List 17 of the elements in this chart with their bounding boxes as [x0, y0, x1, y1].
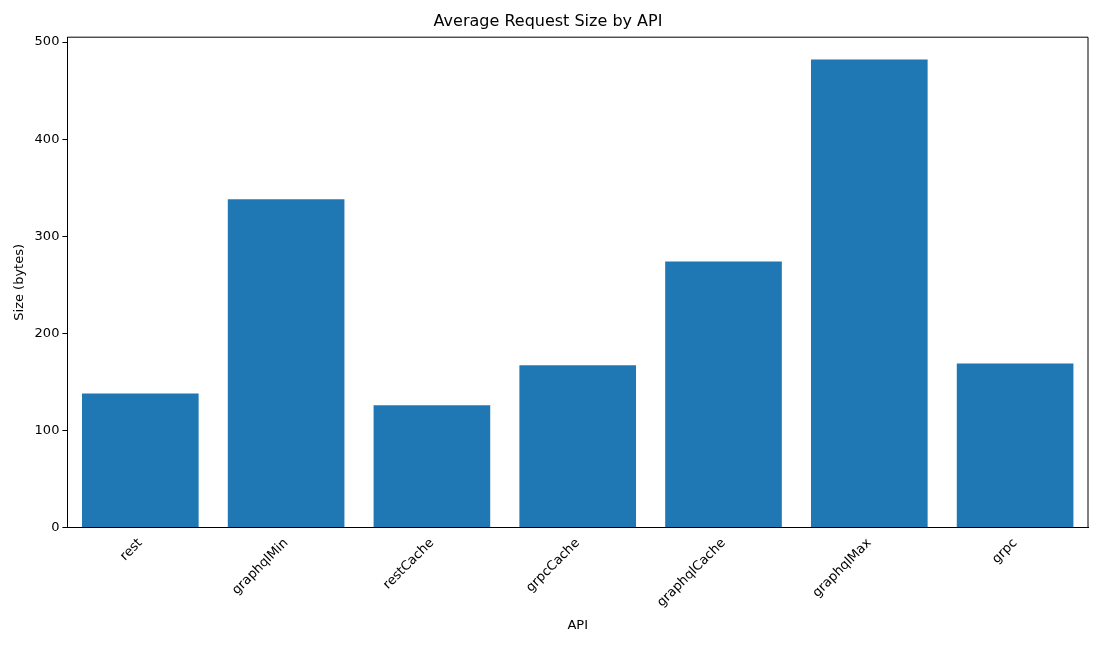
bar	[227, 199, 345, 527]
bar	[810, 59, 928, 527]
x-axis-title: API	[567, 616, 588, 632]
y-tick-label: 400	[34, 130, 60, 146]
chart-title: Average Request Size by API	[433, 10, 663, 30]
bar	[956, 363, 1074, 527]
x-tick-label: rest	[116, 534, 145, 564]
y-tick-label: 500	[34, 33, 60, 49]
y-axis-title: Size (bytes)	[11, 243, 27, 321]
bar	[665, 261, 782, 527]
y-tick-label: 100	[34, 421, 60, 437]
y-tick-label: 0	[51, 518, 60, 534]
y-tick-label: 300	[34, 227, 60, 243]
bar	[81, 393, 199, 527]
bar	[373, 405, 491, 527]
y-tick-label: 200	[34, 324, 60, 340]
bar	[519, 365, 637, 527]
